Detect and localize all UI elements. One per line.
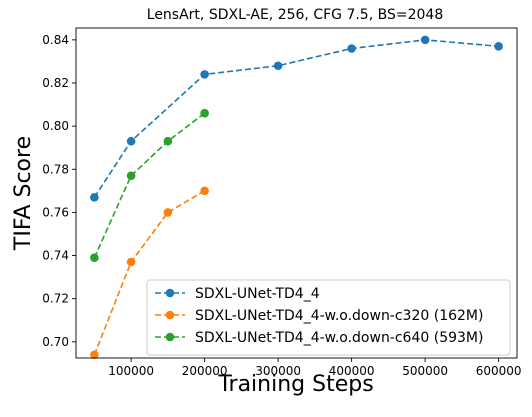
x-axis-title: Training Steps [217, 372, 373, 397]
series-1-point [273, 61, 283, 71]
series-1-point [90, 193, 99, 202]
x-tick-label: 100000 [108, 364, 154, 378]
y-axis: 0.70 0.72 0.74 0.76 0.78 0.80 0.82 0.84 [42, 33, 76, 349]
y-tick-label: 0.84 [42, 33, 69, 47]
y-tick-label: 0.74 [42, 249, 69, 263]
series-1-point [126, 136, 136, 146]
series-3-point [90, 253, 99, 263]
plot-frame [75, 27, 518, 359]
y-tick-label: 0.78 [42, 162, 69, 176]
series-line-2 [93, 190, 206, 356]
series-3-point [163, 136, 173, 146]
legend-marker-3 [165, 332, 175, 342]
x-tick-label: 600000 [476, 364, 522, 378]
legend-label-1: SDXL-UNet-TD4_4 [195, 286, 320, 302]
y-tick-label: 0.72 [42, 292, 69, 306]
series-line-3 [93, 112, 206, 259]
y-tick-label: 0.82 [42, 76, 69, 90]
series-line-1 [93, 39, 499, 198]
legend-marker-1 [165, 288, 175, 298]
y-axis-title: TIFA Score [11, 136, 36, 251]
series-1-point [347, 44, 356, 53]
x-tick-label: 300000 [255, 364, 301, 378]
y-tick-label: 0.76 [42, 205, 69, 219]
series-1-point [200, 70, 209, 79]
series-2-point [200, 186, 209, 196]
x-tick-label: 500000 [402, 364, 448, 378]
x-tick-label: 400000 [329, 364, 375, 378]
legend: SDXL-UNet-TD4_4 SDXL-UNet-TD4_4-w.o.down-… [146, 279, 511, 356]
legend-label-3: SDXL-UNet-TD4_4-w.o.down-c640 (593M) [195, 330, 483, 346]
legend-marker-2 [165, 310, 175, 320]
series-1-point [420, 35, 430, 45]
plot-area [90, 35, 503, 360]
x-axis: 100000 200000 300000 400000 500000 600000 [108, 358, 522, 378]
legend-label-2: SDXL-UNet-TD4_4-w.o.down-c320 (162M) [195, 308, 483, 324]
series-2-point [90, 350, 99, 360]
x-tick-label: 200000 [182, 364, 228, 378]
series-2-point [163, 208, 173, 217]
y-tick-label: 0.80 [42, 119, 69, 133]
y-tick-label: 0.70 [42, 335, 69, 349]
legend-box [146, 279, 511, 356]
series-3-point [200, 108, 209, 118]
series-3-point [126, 171, 136, 181]
chart-title: LensArt, SDXL-AE, 256, CFG 7.5, BS=2048 [147, 7, 443, 23]
series-2-point [126, 257, 136, 267]
series-1-point [494, 42, 503, 51]
